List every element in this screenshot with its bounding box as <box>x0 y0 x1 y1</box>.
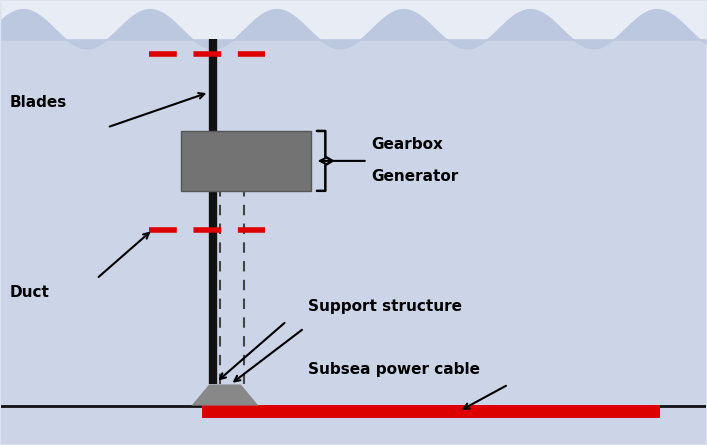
Text: Support structure: Support structure <box>308 299 462 314</box>
Bar <box>202 405 660 417</box>
Polygon shape <box>192 384 259 405</box>
Text: Duct: Duct <box>10 285 49 300</box>
Text: Generator: Generator <box>371 170 458 184</box>
Text: Gearbox: Gearbox <box>371 138 443 153</box>
Text: Subsea power cable: Subsea power cable <box>308 362 480 377</box>
Text: Blades: Blades <box>10 95 67 110</box>
Bar <box>181 131 311 191</box>
